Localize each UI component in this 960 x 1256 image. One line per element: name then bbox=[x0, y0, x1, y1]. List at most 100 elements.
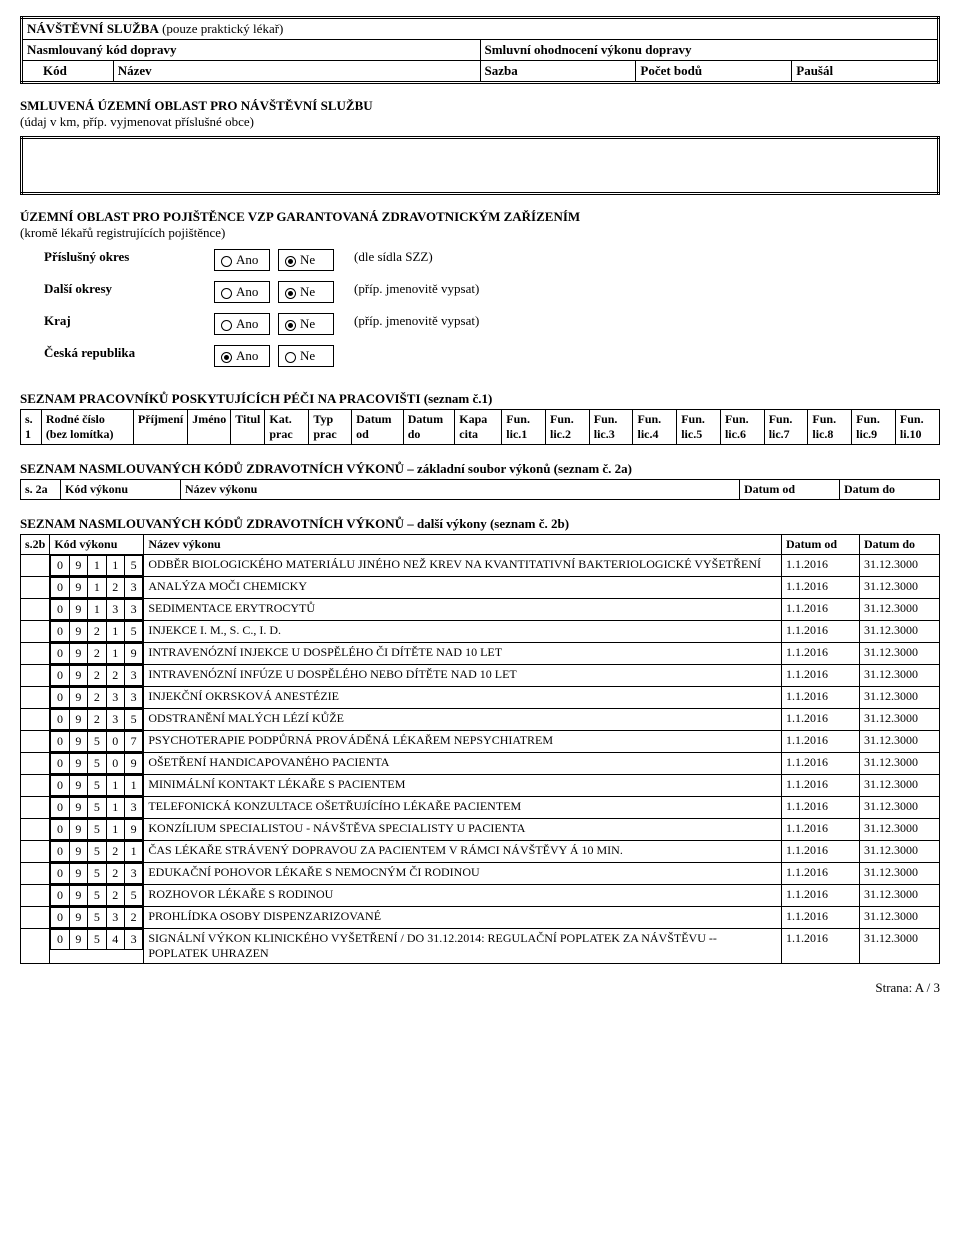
code-digit: 3 bbox=[106, 600, 124, 620]
list2b-table: s.2bKód výkonuNázev výkonuDatum odDatum … bbox=[20, 534, 940, 964]
list2b-name: TELEFONICKÁ KONZULTACE OŠETŘUJÍCÍHO LÉKA… bbox=[144, 797, 782, 819]
area-block: SMLUVENÁ ÚZEMNÍ OBLAST PRO NÁVŠTĚVNÍ SLU… bbox=[20, 98, 940, 130]
list2b-to: 31.12.3000 bbox=[860, 797, 940, 819]
list2b-name: INTRAVENÓZNÍ INJEKCE U DOSPĚLÉHO ČI DÍTĚ… bbox=[144, 643, 782, 665]
list2a-title: SEZNAM NASMLOUVANÝCH KÓDŮ ZDRAVOTNÍCH VÝ… bbox=[20, 461, 940, 477]
area-text-box bbox=[20, 136, 940, 195]
code-digit: 1 bbox=[124, 842, 142, 862]
staff-header: Fun. lic.4 bbox=[633, 410, 677, 445]
code-digit: 2 bbox=[88, 644, 106, 664]
radio-no[interactable]: Ne bbox=[278, 313, 334, 335]
radio-yes[interactable]: Ano bbox=[214, 313, 270, 335]
list2a-header: s. 2a bbox=[21, 480, 61, 500]
code-digit: 9 bbox=[69, 798, 87, 818]
list2b-header: Datum od bbox=[782, 535, 860, 555]
list2a-header: Datum od bbox=[740, 480, 840, 500]
list2b-name: ROZHOVOR LÉKAŘE S RODINOU bbox=[144, 885, 782, 907]
territory-title: ÚZEMNÍ OBLAST PRO POJIŠTĚNCE VZP GARANTO… bbox=[20, 209, 580, 224]
list2b-to: 31.12.3000 bbox=[860, 577, 940, 599]
staff-header: Datum od bbox=[352, 410, 404, 445]
code-digit: 0 bbox=[51, 864, 69, 884]
list2b-to: 31.12.3000 bbox=[860, 929, 940, 964]
list2b-idx bbox=[21, 885, 50, 907]
territory-block: ÚZEMNÍ OBLAST PRO POJIŠTĚNCE VZP GARANTO… bbox=[20, 209, 940, 241]
code-digit: 3 bbox=[124, 666, 142, 686]
list2b-name: EDUKAČNÍ POHOVOR LÉKAŘE S NEMOCNÝM ČI RO… bbox=[144, 863, 782, 885]
code-digit: 1 bbox=[106, 556, 124, 576]
list2b-from: 1.1.2016 bbox=[782, 731, 860, 753]
code-digit: 2 bbox=[106, 886, 124, 906]
code-digit: 5 bbox=[124, 622, 142, 642]
territory-sub: (kromě lékařů registrujících pojištěnce) bbox=[20, 225, 225, 240]
code-digit: 0 bbox=[51, 600, 69, 620]
list2b-to: 31.12.3000 bbox=[860, 885, 940, 907]
code-digit: 3 bbox=[124, 688, 142, 708]
code-digit: 0 bbox=[51, 688, 69, 708]
h-kod: Kód bbox=[22, 61, 114, 83]
list2b-idx bbox=[21, 819, 50, 841]
list2b-code: 09523 bbox=[50, 863, 144, 885]
list2b-row: 09523EDUKAČNÍ POHOVOR LÉKAŘE S NEMOCNÝM … bbox=[21, 863, 940, 885]
list2b-name: ČAS LÉKAŘE STRÁVENÝ DOPRAVOU ZA PACIENTE… bbox=[144, 841, 782, 863]
staff-header: Titul bbox=[231, 410, 265, 445]
list2b-idx bbox=[21, 577, 50, 599]
code-digit: 9 bbox=[124, 820, 142, 840]
list2b-to: 31.12.3000 bbox=[860, 643, 940, 665]
list2b-code: 09532 bbox=[50, 907, 144, 929]
code-digit: 1 bbox=[124, 776, 142, 796]
territory-row: KrajAnoNe(příp. jmenovitě vypsat) bbox=[20, 311, 483, 343]
code-digit: 9 bbox=[69, 754, 87, 774]
code-digit: 5 bbox=[88, 776, 106, 796]
list2b-row: 09233INJEKČNÍ OKRSKOVÁ ANESTÉZIE1.1.2016… bbox=[21, 687, 940, 709]
staff-header: Kat. prac bbox=[265, 410, 309, 445]
list2b-from: 1.1.2016 bbox=[782, 863, 860, 885]
visit-service-block: NÁVŠTĚVNÍ SLUŽBA (pouze praktický lékař)… bbox=[20, 16, 940, 84]
code-digit: 2 bbox=[88, 666, 106, 686]
code-digit: 3 bbox=[106, 688, 124, 708]
list2b-row: 09513TELEFONICKÁ KONZULTACE OŠETŘUJÍCÍHO… bbox=[21, 797, 940, 819]
list2b-from: 1.1.2016 bbox=[782, 841, 860, 863]
code-digit: 0 bbox=[51, 908, 69, 928]
staff-header: Fun. lic.1 bbox=[502, 410, 546, 445]
code-digit: 0 bbox=[51, 578, 69, 598]
code-digit: 1 bbox=[88, 600, 106, 620]
code-digit: 2 bbox=[88, 622, 106, 642]
radio-no[interactable]: Ne bbox=[278, 249, 334, 271]
territory-label: Česká republika bbox=[20, 343, 210, 375]
list2b-idx bbox=[21, 665, 50, 687]
page-footer: Strana: A / 3 bbox=[20, 980, 940, 996]
list2b-from: 1.1.2016 bbox=[782, 621, 860, 643]
staff-header: Jméno bbox=[188, 410, 231, 445]
code-digit: 0 bbox=[51, 732, 69, 752]
list2b-row: 09235ODSTRANĚNÍ MALÝCH LÉZÍ KŮŽE1.1.2016… bbox=[21, 709, 940, 731]
radio-no[interactable]: Ne bbox=[278, 345, 334, 367]
list2b-from: 1.1.2016 bbox=[782, 709, 860, 731]
radio-no[interactable]: Ne bbox=[278, 281, 334, 303]
list2b-to: 31.12.3000 bbox=[860, 863, 940, 885]
code-digit: 2 bbox=[106, 864, 124, 884]
list2b-from: 1.1.2016 bbox=[782, 599, 860, 621]
list2b-header: Kód výkonu bbox=[50, 535, 144, 555]
list2b-row: 09509OŠETŘENÍ HANDICAPOVANÉHO PACIENTA1.… bbox=[21, 753, 940, 775]
radio-yes[interactable]: Ano bbox=[214, 249, 270, 271]
list2b-from: 1.1.2016 bbox=[782, 577, 860, 599]
list2b-row: 09215INJEKCE I. M., S. C., I. D.1.1.2016… bbox=[21, 621, 940, 643]
code-digit: 0 bbox=[51, 622, 69, 642]
radio-yes[interactable]: Ano bbox=[214, 345, 270, 367]
list2b-row: 09511MINIMÁLNÍ KONTAKT LÉKAŘE S PACIENTE… bbox=[21, 775, 940, 797]
code-digit: 5 bbox=[88, 908, 106, 928]
code-digit: 1 bbox=[106, 820, 124, 840]
code-digit: 5 bbox=[124, 886, 142, 906]
list2b-from: 1.1.2016 bbox=[782, 885, 860, 907]
code-digit: 9 bbox=[69, 622, 87, 642]
list2a-header: Kód výkonu bbox=[61, 480, 181, 500]
radio-yes[interactable]: Ano bbox=[214, 281, 270, 303]
visit-title: NÁVŠTĚVNÍ SLUŽBA bbox=[27, 21, 159, 36]
list2b-from: 1.1.2016 bbox=[782, 753, 860, 775]
territory-row: Příslušný okresAnoNe(dle sídla SZZ) bbox=[20, 247, 483, 279]
list2b-idx bbox=[21, 907, 50, 929]
code-digit: 2 bbox=[88, 688, 106, 708]
code-digit: 0 bbox=[51, 930, 69, 950]
code-digit: 0 bbox=[51, 556, 69, 576]
list2b-idx bbox=[21, 731, 50, 753]
